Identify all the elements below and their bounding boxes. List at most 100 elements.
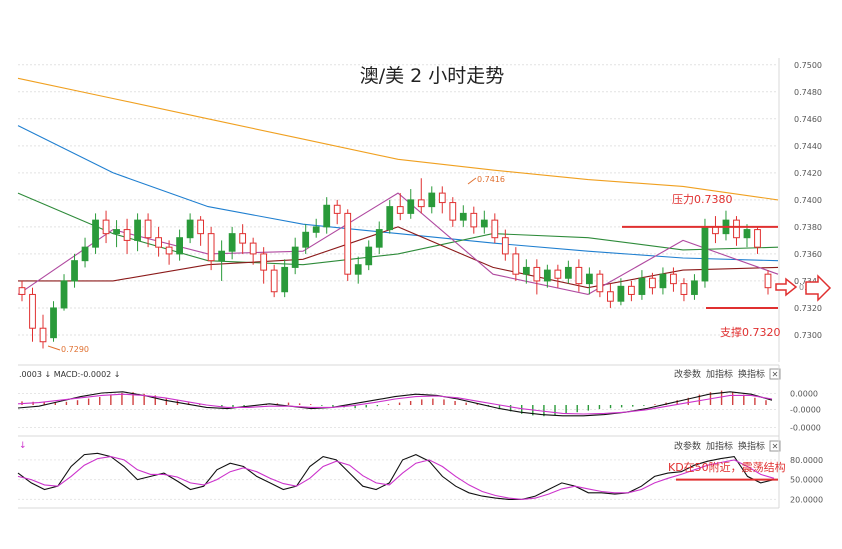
candlestick [270,264,278,298]
candlestick [649,272,656,295]
macd-tick-label: -0.0000 [790,424,821,433]
candle-body [533,266,541,282]
candle-body [113,229,120,235]
candle-body [260,253,268,271]
candlestick [628,280,635,302]
candlestick [365,240,373,271]
candle-body [123,229,131,241]
candle-body [144,219,152,239]
candle-body [18,287,26,295]
candlestick [92,213,99,254]
candle-body [449,202,457,221]
macd-close-button[interactable] [769,368,781,380]
candle-body [659,273,667,289]
forecast-arrow-icon [805,274,832,302]
candlestick [554,264,562,288]
candle-body [733,219,740,239]
candle-body [438,192,446,204]
candlestick [607,283,614,308]
candlestick [102,210,110,244]
candlestick [438,186,446,214]
price-tick-label: 0.7460 [794,115,822,124]
candle-body [680,283,688,295]
candlestick [134,213,141,252]
candle-body [186,219,194,239]
candlestick [470,206,478,234]
candle-body [407,199,415,214]
candle-body [649,277,656,289]
candlestick [375,221,383,254]
candlestick [722,210,730,241]
candle-body [197,219,205,235]
kd-line [17,456,775,500]
moving-average-line [17,77,779,201]
candlestick [491,213,499,244]
candle-body [155,237,162,248]
resistance-label: 压力0.7380 [672,193,733,206]
candlestick [449,197,457,227]
candle-body [543,269,551,282]
macd-axis: 0.0000 -0.0000 -0.0000 [790,390,821,433]
candlestick [680,278,688,302]
price-tick-label: 0.7320 [794,304,822,313]
macd-modify-params-button[interactable]: 改参数 [674,368,701,380]
candlestick [480,210,488,234]
candlestick [155,226,162,257]
macd-add-indicator-button[interactable]: 加指标 [706,368,733,380]
kd-label-arrow: ↓ [19,441,27,451]
candle-body [501,237,509,255]
price-tick-label: 0.7380 [794,223,822,232]
candle-body [281,266,289,293]
candle-body [470,212,478,228]
candle-body [428,192,436,208]
candlestick [29,287,36,342]
candlestick [207,226,215,271]
candlestick [18,280,26,302]
candle-body [354,264,362,275]
candle-body [764,273,772,289]
kd-switch-indicator-button[interactable]: 换指标 [738,440,765,452]
candle-body [701,226,709,282]
candlestick [575,259,583,292]
macd-controls: 改参数 加指标 换指标 ✕ [674,368,781,380]
candle-body [249,242,257,255]
candlestick [617,278,625,306]
price-tick-label: 0.7360 [794,250,822,259]
candlestick [50,301,57,342]
moving-average-line [17,192,779,266]
candle-body [480,219,488,228]
candle-body [754,229,761,248]
candlestick [291,237,299,275]
macd-tick-label: -0.0000 [790,406,821,415]
kd-add-indicator-button[interactable]: 加指标 [706,440,733,452]
candle-body [491,219,499,239]
candle-body [81,246,89,262]
candlestick [743,224,751,248]
candle-body [218,250,226,262]
macd-line [17,391,773,417]
candlestick [754,226,761,254]
candlestick [312,218,320,238]
candlestick [396,193,404,221]
kd-lines [17,452,775,500]
kd-modify-params-button[interactable]: 改参数 [674,440,701,452]
kd-controls: 改参数 加指标 换指标 ✕ [674,440,781,452]
candle-body [102,219,110,235]
candle-body [607,291,614,302]
candlestick [260,247,268,284]
candle-body [134,219,141,241]
candle-body [344,212,352,275]
macd-switch-indicator-button[interactable]: 换指标 [738,368,765,380]
support-label: 支撑0.7320 [720,325,781,339]
candle-body [554,269,562,279]
kd-tick-label: 80.0000 [790,456,823,465]
candlestick [60,274,68,311]
kd-close-button[interactable] [769,440,781,452]
candle-body [743,229,751,239]
candlestick [113,220,120,248]
macd-close-icon: ✕ [772,370,779,379]
price-tick-label: 0.7300 [794,331,822,340]
candle-body [691,280,698,295]
high-marker [467,177,477,185]
